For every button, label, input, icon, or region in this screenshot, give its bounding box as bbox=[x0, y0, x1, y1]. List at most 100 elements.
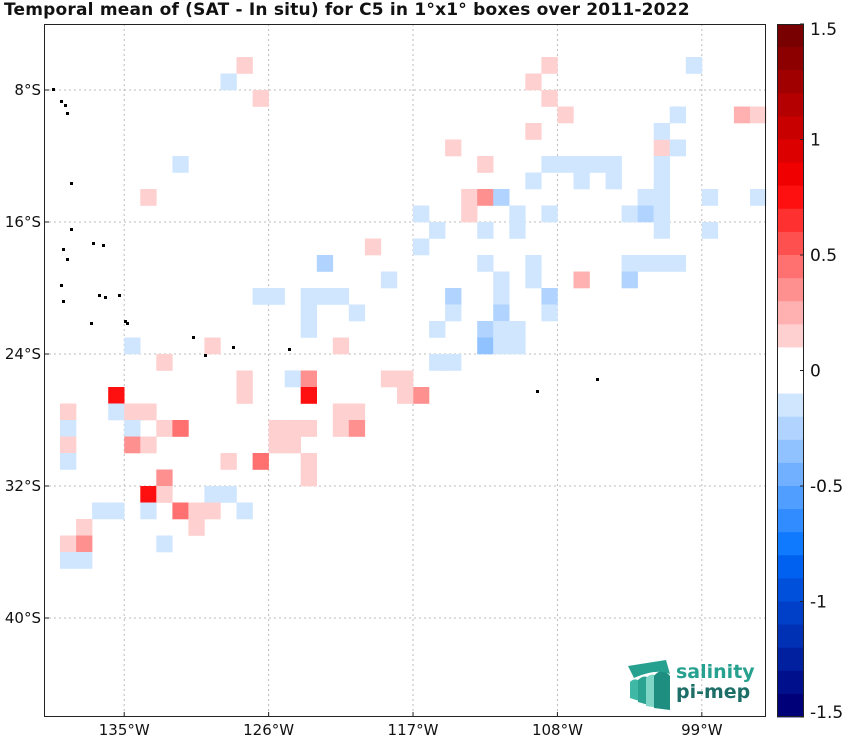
data-box bbox=[413, 205, 430, 223]
island bbox=[64, 104, 67, 107]
data-box bbox=[332, 337, 350, 355]
data-box bbox=[300, 387, 317, 404]
data-box bbox=[300, 469, 317, 487]
data-box bbox=[493, 189, 510, 206]
data-box bbox=[332, 420, 350, 437]
island bbox=[70, 228, 73, 231]
data-box bbox=[653, 172, 670, 190]
colorbar-tick-label: 1.5 bbox=[810, 20, 837, 40]
colorbar-segment bbox=[777, 301, 804, 325]
data-box bbox=[284, 436, 301, 454]
data-box bbox=[140, 502, 157, 520]
data-box bbox=[397, 370, 414, 388]
data-box bbox=[220, 73, 237, 91]
data-box bbox=[92, 502, 109, 520]
data-box bbox=[509, 337, 526, 355]
island bbox=[90, 322, 93, 325]
data-box bbox=[348, 420, 366, 437]
data-box bbox=[669, 106, 686, 124]
lon-tick-label: 126°W bbox=[243, 721, 294, 739]
lat-tick-label: 24°S bbox=[5, 345, 41, 363]
colorbar-segment bbox=[777, 393, 804, 418]
data-box bbox=[156, 354, 173, 371]
data-box bbox=[653, 123, 670, 140]
data-box bbox=[397, 387, 414, 404]
data-box bbox=[220, 486, 237, 503]
data-box bbox=[156, 420, 173, 437]
data-box bbox=[493, 321, 510, 338]
colorbar-segment bbox=[777, 601, 804, 625]
data-box bbox=[156, 535, 173, 553]
island bbox=[596, 378, 599, 381]
lat-tick-label: 8°S bbox=[14, 81, 41, 99]
logo-line1: salinity bbox=[676, 661, 755, 683]
island bbox=[192, 336, 195, 339]
colorbar-segment bbox=[777, 324, 804, 348]
data-box bbox=[525, 255, 542, 272]
data-box bbox=[348, 403, 366, 421]
data-box bbox=[653, 222, 670, 239]
data-box bbox=[413, 387, 430, 404]
island bbox=[60, 284, 63, 287]
colorbar-segment bbox=[777, 70, 804, 94]
data-box bbox=[300, 370, 317, 388]
data-box bbox=[637, 189, 654, 206]
data-box bbox=[429, 354, 446, 371]
data-box bbox=[557, 156, 574, 173]
colorbar-tick-label: -1.5 bbox=[810, 703, 843, 723]
colorbar-segment bbox=[777, 370, 804, 394]
logo-line2: pi-mep bbox=[676, 681, 751, 703]
data-box bbox=[477, 255, 494, 272]
colorbar-segment bbox=[777, 462, 804, 487]
data-box bbox=[750, 453, 767, 470]
data-box bbox=[124, 420, 141, 437]
data-box bbox=[172, 420, 189, 437]
data-box bbox=[316, 288, 334, 305]
lat-tick-label: 40°S bbox=[5, 609, 41, 627]
longitude-ticks: 135°W 126°W 117°W 108°W 99°W bbox=[99, 712, 723, 739]
data-box bbox=[733, 106, 751, 124]
data-box bbox=[236, 370, 253, 388]
data-box bbox=[429, 222, 446, 239]
colorbar-segment bbox=[777, 139, 804, 163]
colorbar-segment bbox=[777, 532, 804, 556]
data-box bbox=[750, 189, 767, 206]
data-box bbox=[300, 453, 317, 470]
data-box bbox=[364, 238, 382, 256]
data-box bbox=[573, 271, 590, 289]
lat-tick-label: 16°S bbox=[5, 213, 41, 231]
colorbar-segment bbox=[777, 555, 804, 579]
data-box bbox=[236, 502, 253, 520]
data-box bbox=[573, 172, 590, 190]
data-box bbox=[60, 535, 77, 553]
data-box bbox=[445, 304, 462, 322]
colorbar-segment bbox=[777, 693, 804, 718]
data-box bbox=[124, 337, 141, 355]
colorbar-segment bbox=[777, 47, 804, 71]
colorbar-tick-label: -0.5 bbox=[810, 477, 843, 497]
data-box bbox=[509, 222, 526, 239]
data-box bbox=[380, 271, 398, 289]
lon-tick-label: 117°W bbox=[388, 721, 439, 739]
data-box bbox=[653, 255, 670, 272]
data-box bbox=[541, 156, 558, 173]
data-box bbox=[188, 519, 205, 536]
waves-icon bbox=[628, 660, 670, 710]
data-box bbox=[669, 255, 686, 272]
data-box bbox=[124, 436, 141, 454]
data-box bbox=[172, 156, 189, 173]
data-box bbox=[589, 156, 606, 173]
data-box bbox=[332, 288, 350, 305]
data-box bbox=[300, 288, 317, 305]
colorbar-tick-label: 0.5 bbox=[810, 246, 837, 266]
data-box bbox=[316, 255, 334, 272]
data-box bbox=[621, 271, 638, 289]
data-box bbox=[509, 205, 526, 223]
data-box bbox=[493, 337, 510, 355]
data-box bbox=[573, 156, 590, 173]
island bbox=[126, 322, 129, 325]
island bbox=[536, 390, 539, 393]
map-frame bbox=[44, 24, 766, 717]
colorbar-segment bbox=[777, 93, 804, 117]
data-box bbox=[252, 288, 269, 305]
